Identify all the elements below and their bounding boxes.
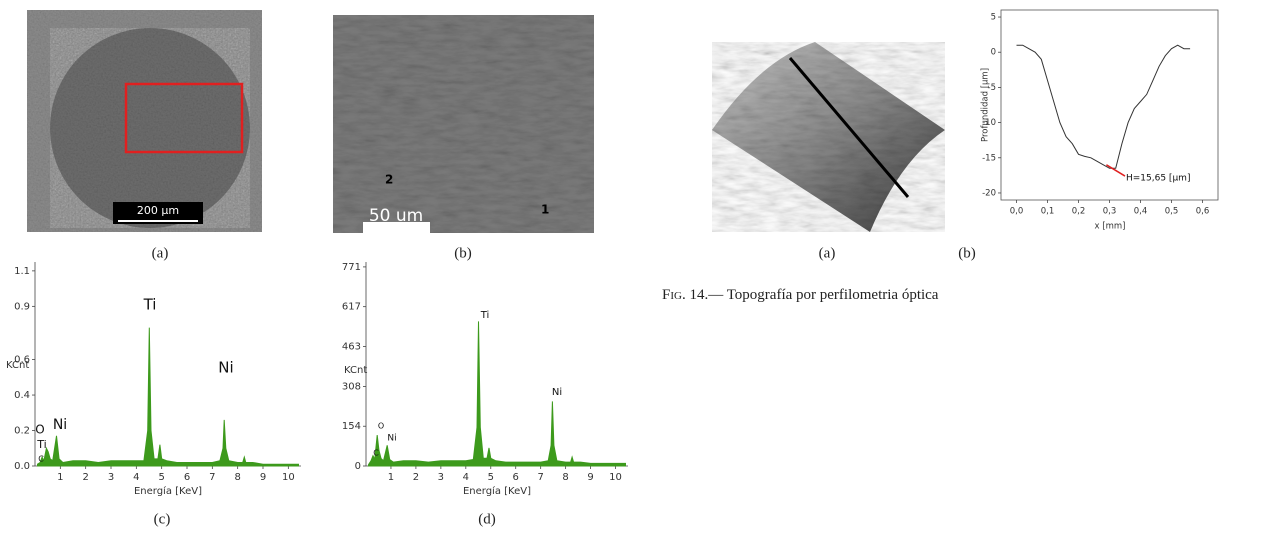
x-tick-label: 5 <box>158 472 164 483</box>
marker: 1 <box>541 203 549 217</box>
x-tick-label: 9 <box>587 472 593 483</box>
x-tick-label: 6 <box>184 472 190 483</box>
surface-3d <box>712 42 945 232</box>
y-tick-label: 0.4 <box>14 390 30 401</box>
caption: (b) <box>454 245 472 261</box>
x-tick-label: 8 <box>234 472 240 483</box>
x-tick-label: 2 <box>82 472 88 483</box>
y-tick-label: 0 <box>991 48 996 58</box>
x-tick-label: 1 <box>388 472 394 483</box>
figure-caption-text: Topografía por perfilometria óptica <box>727 287 939 303</box>
x-tick-label: 5 <box>488 472 494 483</box>
y-tick-label: 0.6 <box>14 355 30 366</box>
x-tick-label: 2 <box>413 472 419 483</box>
y-tick-label: -10 <box>982 118 996 128</box>
scale-bar-label: 200 µm <box>137 204 179 217</box>
caption: (d) <box>478 511 496 527</box>
y-tick-label: 771 <box>342 262 361 273</box>
caption: (c) <box>154 511 171 527</box>
profile-line <box>1016 44 1191 169</box>
spectrum-area <box>368 321 626 467</box>
peak-label: C <box>373 449 379 458</box>
height-marker <box>1106 164 1126 177</box>
x-tick-label: 0,5 <box>1165 207 1179 217</box>
x-tick-label: 7 <box>209 472 215 483</box>
caption: (a) <box>152 245 169 261</box>
y-tick-label: 463 <box>342 341 361 352</box>
x-tick-label: 0,2 <box>1072 207 1086 217</box>
y-tick-label: -5 <box>988 83 996 93</box>
x-tick-label: 0,3 <box>1103 207 1117 217</box>
x-tick-label: 8 <box>562 472 568 483</box>
x-tick-label: 1 <box>57 472 63 483</box>
x-tick-label: 0,1 <box>1041 207 1055 217</box>
peak-label: O <box>378 422 384 431</box>
x-tick-label: 9 <box>260 472 266 483</box>
y-tick-label: 0.9 <box>14 301 30 312</box>
y-tick-label: 154 <box>342 421 361 432</box>
peak-label: O <box>35 423 44 437</box>
x-tick-label: 7 <box>537 472 543 483</box>
x-tick-label: 10 <box>609 472 622 483</box>
x-tick-label: 4 <box>463 472 469 483</box>
peak-label: Ni <box>218 359 233 377</box>
y-tick-label: 0.2 <box>14 426 30 437</box>
scale-bar-label: 50 um <box>369 206 423 226</box>
x-tick-label: 4 <box>133 472 139 483</box>
plot-frame <box>1000 9 1219 201</box>
figure-label: Fig. 14.— <box>662 287 724 303</box>
x-tick-label: 10 <box>282 472 295 483</box>
x-tick-label: 0,6 <box>1196 207 1210 217</box>
peak-label: H=15,65 [µm] <box>1126 174 1190 184</box>
y-tick-label: -15 <box>982 153 996 163</box>
x-tick-label: 0,4 <box>1134 207 1148 217</box>
caption: (b) <box>958 245 976 261</box>
y-tick-label: -20 <box>982 188 996 198</box>
x-tick-label: 6 <box>513 472 519 483</box>
y-tick-label: 308 <box>342 381 361 392</box>
sem-image-a: 200 µm <box>27 10 262 232</box>
peak-label: C <box>38 455 44 464</box>
peak-label: Ni <box>387 434 396 444</box>
x-axis-label: x [mm] <box>1095 222 1126 232</box>
y-tick-label: 617 <box>342 302 361 313</box>
peak-label: Ti <box>143 296 157 314</box>
peak-label: Ni <box>53 417 67 433</box>
x-tick-label: 0,0 <box>1010 207 1024 217</box>
y-axis-label: KCnt <box>6 360 29 371</box>
x-tick-label: 3 <box>438 472 444 483</box>
sem-image-b: 50 um 1 2 <box>333 15 594 233</box>
peak-label: Ti <box>36 438 46 451</box>
y-axis-label: KCnt <box>344 365 367 376</box>
y-tick-label: 0.0 <box>14 461 30 472</box>
x-tick-label: 3 <box>108 472 114 483</box>
spectrum-area <box>37 327 299 467</box>
x-axis-label: Energía [KeV] <box>134 485 202 497</box>
caption: (a) <box>819 245 836 261</box>
marker: 2 <box>385 173 393 187</box>
peak-label: Ni <box>552 387 562 398</box>
peak-label: Ti <box>480 310 490 321</box>
figure-caption: Fig. 14.— Topografía por perfilometria ó… <box>662 287 939 303</box>
x-axis-label: Energía [KeV] <box>463 485 531 497</box>
y-tick-label: 5 <box>991 13 996 23</box>
y-tick-label: 0 <box>355 461 361 472</box>
y-tick-label: 1.1 <box>14 266 30 277</box>
y-axis-label: Profundidad [µm] <box>981 68 991 142</box>
